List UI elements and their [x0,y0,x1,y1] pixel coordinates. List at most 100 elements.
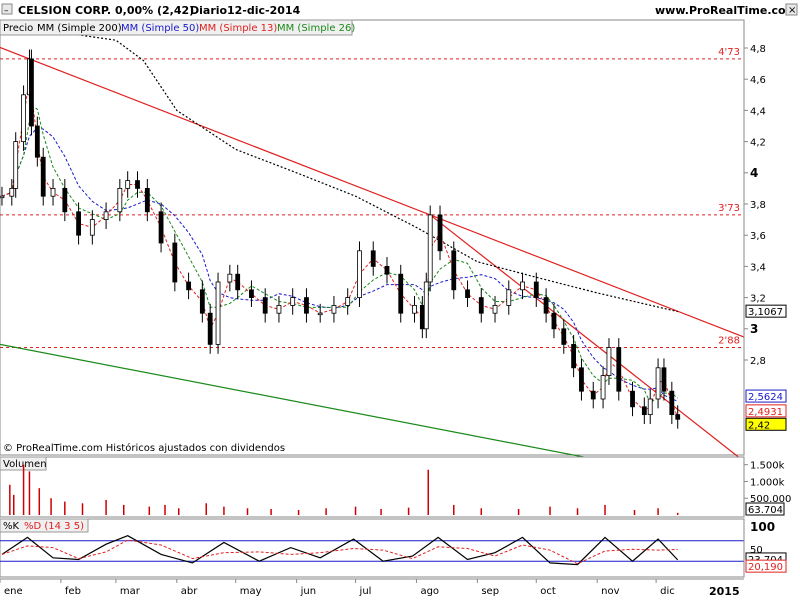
month-tick-label: feb [65,586,81,597]
price-tick-label: 3,2 [750,294,766,305]
legend-sma26[interactable]: MM (Simple 26) [277,23,355,34]
candle-body [186,281,191,291]
header-date: 12-dic-2014 [227,4,301,17]
volume-tick-label: 500.000 [750,494,791,505]
volume-title[interactable]: Volumen [3,459,47,470]
volume-bars [9,464,679,515]
price-tick-label: 3,4 [750,262,766,273]
price-change: 0,00% (2,42) [115,4,194,17]
close-icon: × [788,5,796,16]
minus-icon: – [4,6,9,16]
candle-body [117,187,123,213]
value-badge [745,304,787,318]
candle-body [13,141,19,189]
candle-body [675,414,681,420]
x-axis: ene feb mar abr may jun jul ago sep oct nov dic 2015 [0,578,744,598]
legend-sma50[interactable]: MM (Simple 50) [121,23,199,34]
month-tick-label: ago [420,586,439,597]
candle-body [370,250,376,267]
stoch-badge [745,559,787,573]
price-series [0,24,681,429]
candle-body [235,273,241,291]
candle-body [345,297,351,306]
price-tick-label: 4,6 [750,75,766,86]
candle-body [437,214,443,252]
candle-body [551,312,557,330]
stochastic-panel: %K %D (14 3 5) [0,518,745,578]
stochastic-y-axis: 1005023,70420,190 [743,519,787,577]
candle-body [451,250,457,291]
month-tick-label: nov [601,586,619,597]
candle-body [571,343,576,369]
month-tick-label: jun [300,586,316,597]
candle-body [34,125,40,158]
candle-body [647,398,653,415]
candle-body [561,328,567,345]
timeframe: Diario [190,4,228,17]
month-tick-label: ene [4,586,23,597]
candle-body [331,304,337,314]
month-tick-label: oct [540,586,556,597]
candle-body [50,187,56,197]
candle-body [89,219,95,236]
candle-body [579,367,584,392]
price-tick-label: 3,8 [750,200,766,211]
candle-body [103,211,109,221]
value-badge-label: 2,5624 [748,392,783,403]
volume-badge-label: 63.704 [748,505,783,516]
legend-precio[interactable]: Precio [3,23,33,34]
candle-body [304,297,309,314]
site-link[interactable]: www.ProRealTime.com [655,4,797,17]
value-badge [745,404,787,418]
candle-body [172,242,178,283]
candle-body [641,406,647,415]
level-label: 2'88 [718,336,740,347]
candle-body [600,375,606,400]
candle-body [398,273,404,314]
price-tick-label: 2,8 [750,356,766,367]
candle-body [630,390,635,408]
candle-body [669,390,675,416]
collapse-toggle[interactable]: – [1,3,13,16]
candle-body [357,250,362,299]
close-button[interactable]: × [785,3,798,16]
candle-body [40,156,46,197]
price-y-axis: 4,8 4,6 4,4 4,2 4 3,8 3,6 3,4 3,2 3 2,8 3,1067 2,562… [743,20,787,455]
candle-body [276,304,282,314]
stoch-d-line [1,539,678,565]
candle-body [125,180,131,189]
month-tick-label: may [240,586,262,597]
copyright-footer: © ProRealTime.com Históricos ajustados c… [3,442,285,454]
stoch-k-title[interactable]: %K [3,521,20,532]
candle-body [262,297,268,314]
value-badge-label: 2,42 [748,420,770,431]
stoch-tick-label: 50 [750,545,763,556]
legend-sma13[interactable]: MM (Simple 13) [199,23,277,34]
month-tick-label: sep [481,586,499,597]
candle-body [76,211,81,236]
candle-body [317,312,323,316]
candle-body [158,211,164,244]
candle-body [29,58,34,127]
price-tick-label: 3 [750,322,758,336]
month-tick-label: mar [120,586,141,597]
candle-body [419,304,425,330]
candle-body [655,367,661,400]
price-tick-label: 4,2 [750,138,766,149]
month-tick-label: abr [181,586,198,597]
price-tick-label: 4,8 [750,44,766,55]
candle-body [384,265,390,275]
candle-body [465,289,470,298]
stoch-d-title[interactable]: %D (14 3 5) [24,521,84,532]
header-bar: – CELSION CORP. 0,00% (2,42) Diario 12-d… [0,0,800,20]
candle-body [506,289,512,306]
stoch-k-line [1,535,679,566]
instrument-name: CELSION CORP. [18,4,111,17]
price-tick-label: 4,4 [750,106,766,117]
legend-sma200[interactable]: MM (Simple 200) [37,23,122,34]
stoch-badge-label: 20,190 [748,562,783,573]
candle-body [135,180,140,189]
candle-body [423,281,429,330]
